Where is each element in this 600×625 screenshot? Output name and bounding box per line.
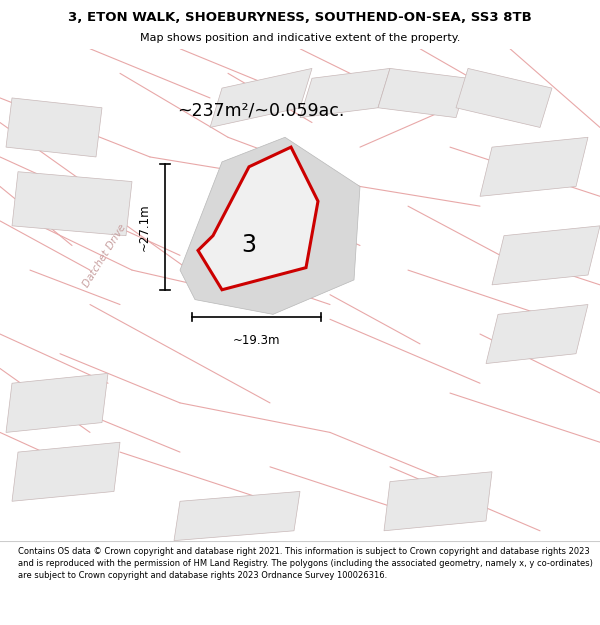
Polygon shape — [198, 147, 318, 290]
Polygon shape — [180, 138, 360, 314]
Polygon shape — [12, 442, 120, 501]
Polygon shape — [378, 68, 468, 118]
Polygon shape — [6, 373, 108, 432]
Polygon shape — [384, 472, 492, 531]
Polygon shape — [6, 98, 102, 157]
Polygon shape — [12, 172, 132, 236]
Polygon shape — [486, 304, 588, 364]
Text: Map shows position and indicative extent of the property.: Map shows position and indicative extent… — [140, 33, 460, 43]
Text: Datchet Drive: Datchet Drive — [82, 222, 128, 289]
Polygon shape — [456, 68, 552, 128]
Text: Contains OS data © Crown copyright and database right 2021. This information is : Contains OS data © Crown copyright and d… — [18, 548, 593, 580]
Polygon shape — [300, 68, 390, 118]
Text: ~237m²/~0.059ac.: ~237m²/~0.059ac. — [177, 101, 344, 119]
Text: 3: 3 — [241, 234, 257, 258]
Polygon shape — [174, 491, 300, 541]
Text: ~27.1m: ~27.1m — [137, 204, 151, 251]
Polygon shape — [210, 68, 312, 128]
Polygon shape — [480, 138, 588, 196]
Text: 3, ETON WALK, SHOEBURYNESS, SOUTHEND-ON-SEA, SS3 8TB: 3, ETON WALK, SHOEBURYNESS, SOUTHEND-ON-… — [68, 11, 532, 24]
Text: ~19.3m: ~19.3m — [232, 334, 280, 347]
Polygon shape — [492, 226, 600, 285]
